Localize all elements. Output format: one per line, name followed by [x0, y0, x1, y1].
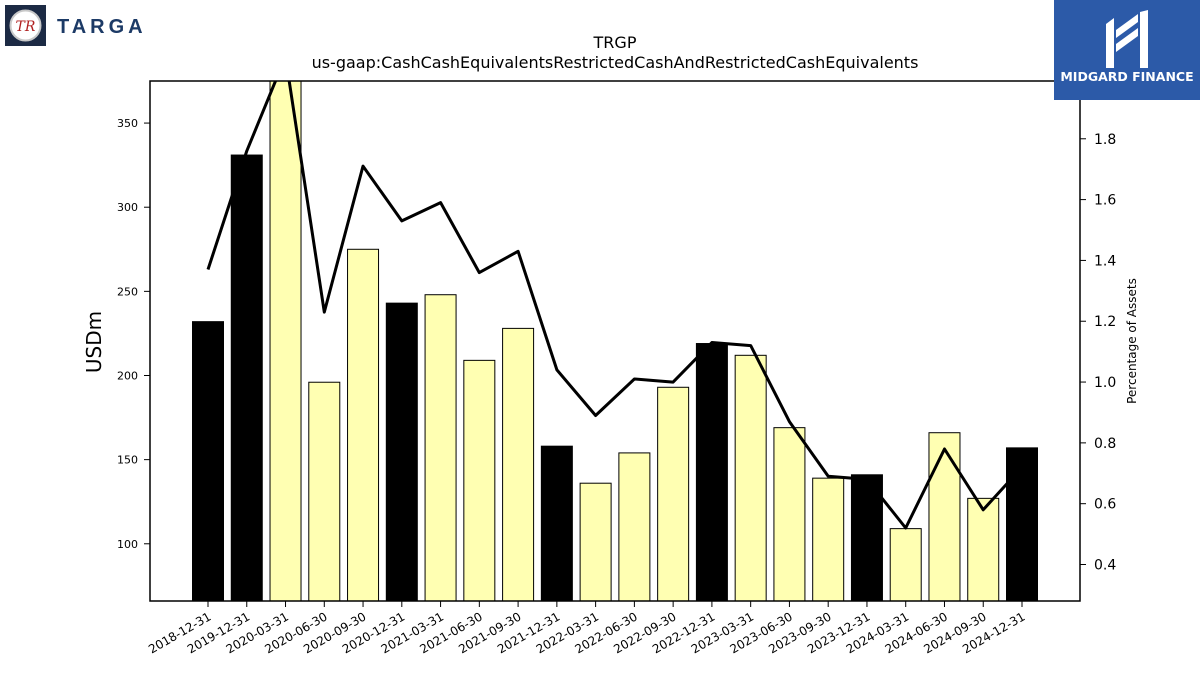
y-axis-label: USDm [82, 311, 106, 373]
targa-logo-mark: TR [16, 19, 36, 35]
y2-tick-label-0.4: 0.4 [1094, 558, 1116, 574]
midgard-logo-icon [1106, 10, 1148, 68]
y-tick-label-300: 300 [117, 201, 138, 214]
bar-2022-03-31 [579, 482, 612, 601]
y2-tick-label-1.8: 1.8 [1094, 132, 1116, 148]
bar-2019-12-31 [230, 154, 263, 601]
bar-2022-06-30 [618, 452, 651, 601]
bar-2021-03-31 [424, 294, 457, 601]
chart-title: TRGP [593, 33, 637, 52]
bar-2024-03-31 [889, 528, 922, 601]
y-tick-label-250: 250 [117, 285, 138, 298]
bar-2023-06-30 [773, 427, 806, 601]
bar-2020-03-31 [269, 81, 302, 601]
bar-2018-12-31 [192, 321, 224, 601]
midgard-logo-text: MIDGARD FINANCE [1060, 69, 1193, 84]
bar-2020-12-31 [385, 302, 418, 601]
plot-frame [149, 80, 1081, 602]
percentage-of-assets-line [206, 81, 1024, 530]
bar-2022-09-30 [657, 386, 690, 601]
y-tick-label-100: 100 [117, 538, 138, 551]
bar-2020-06-30 [308, 381, 341, 601]
y2-axis-label: Percentage of Assets [1125, 278, 1139, 404]
y-tick-label-200: 200 [117, 369, 138, 382]
y2-tick-label-1.6: 1.6 [1094, 193, 1116, 209]
y-tick-label-150: 150 [117, 454, 138, 467]
y-axis: 100 150 200 250 300 350 [117, 117, 150, 551]
bar-2024-06-30 [928, 432, 961, 601]
bar-2021-06-30 [463, 359, 496, 601]
y2-tick-label-1.4: 1.4 [1094, 253, 1116, 269]
bar-2020-09-30 [347, 248, 380, 601]
y2-axis: 0.4 0.6 0.8 1.0 1.2 1.4 1.6 1.8 [1080, 132, 1116, 574]
bars [192, 81, 1038, 601]
y2-tick-label-0.8: 0.8 [1094, 436, 1116, 452]
bar-2023-09-30 [812, 477, 845, 601]
y2-tick-label-0.6: 0.6 [1094, 497, 1116, 513]
bar-2022-12-31 [695, 343, 728, 601]
bar-2024-12-31 [1006, 447, 1038, 601]
chart-subtitle: us-gaap:CashCashEquivalentsRestrictedCas… [312, 53, 919, 72]
y2-tick-label-1: 1.0 [1094, 375, 1116, 391]
bar-2023-03-31 [734, 354, 767, 601]
y2-tick-label-1.2: 1.2 [1094, 314, 1116, 330]
y-tick-label-350: 350 [117, 117, 138, 130]
bar-2021-09-30 [502, 327, 535, 601]
targa-logo-text: TARGA [57, 16, 147, 38]
x-axis: 2018-12-312019-12-312020-03-312020-06-30… [146, 601, 1028, 656]
bar-2023-12-31 [850, 474, 883, 601]
midgard-logo: MIDGARD FINANCE [1054, 0, 1200, 100]
bar-2024-09-30 [967, 497, 1000, 601]
targa-logo: TR TARGA [5, 5, 147, 46]
line-layer [206, 81, 1024, 530]
bar-2021-12-31 [540, 445, 573, 601]
